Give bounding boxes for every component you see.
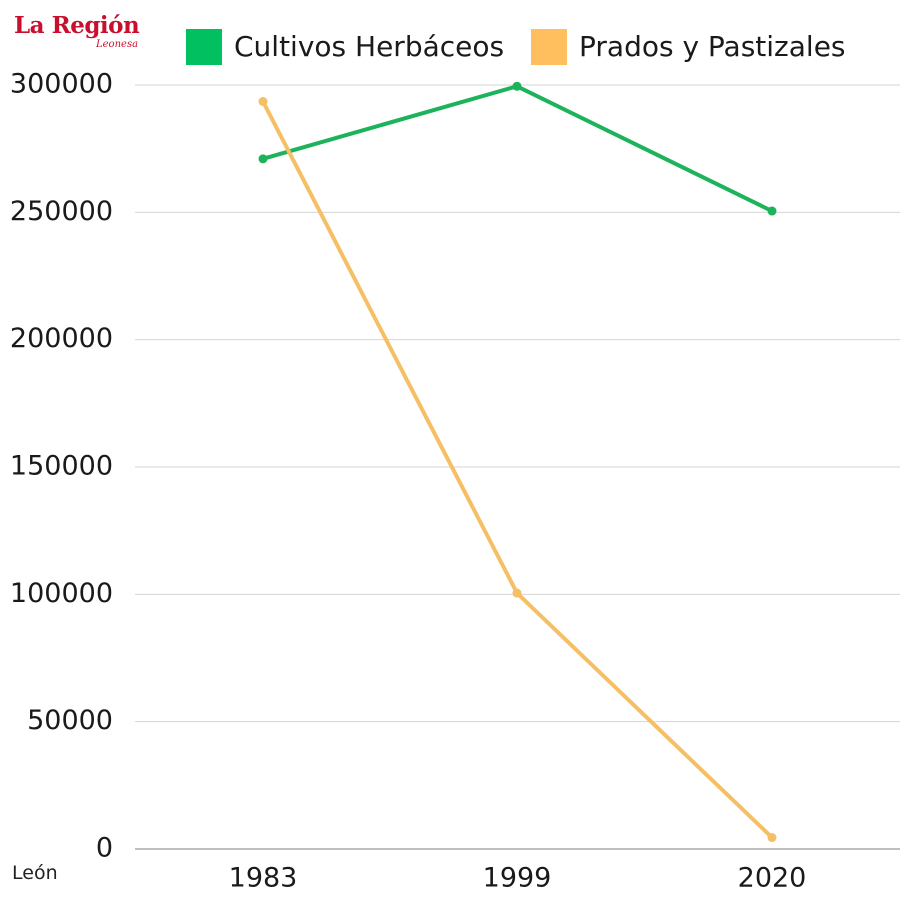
y-tick-label: 200000 [10,323,113,354]
x-tick-label: 2020 [738,863,807,894]
legend-swatch-cultivos [186,29,222,65]
data-point-prados [512,588,522,598]
data-point-prados [767,833,777,843]
data-point-cultivos [258,154,268,164]
series-line-cultivos [261,84,774,214]
x-tick-label: 1983 [229,863,298,894]
data-point-cultivos [512,81,522,91]
logo-subtitle: Leonesa [96,39,139,50]
y-tick-label: 150000 [10,451,113,482]
legend-label-prados: Prados y Pastizales [579,30,846,63]
legend-swatch-prados [531,29,567,65]
y-tick-label: 300000 [10,69,113,100]
logo-name: La Región [14,12,140,39]
data-point-prados [258,97,268,107]
legend-item-cultivos: Cultivos Herbáceos [186,29,504,65]
y-tick-label: 100000 [10,578,113,609]
footnote: León [12,862,58,884]
legend-label-cultivos: Cultivos Herbáceos [234,30,505,63]
data-point-cultivos [767,206,777,216]
y-tick-label: 0 [96,833,113,864]
y-tick-label: 50000 [27,705,113,736]
legend-item-prados: Prados y Pastizales [531,29,846,65]
x-tick-label: 1999 [483,863,552,894]
y-tick-label: 250000 [10,196,113,227]
